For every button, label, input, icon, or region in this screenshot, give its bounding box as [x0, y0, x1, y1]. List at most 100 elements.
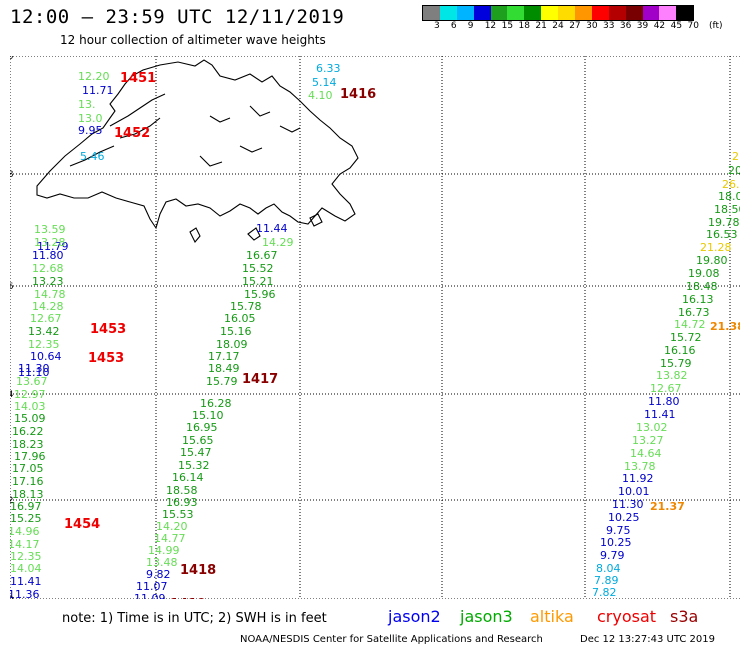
wave-height-value: 10.01 — [618, 485, 650, 498]
legend-tick-label: 12 — [484, 21, 497, 31]
latitude-tick-label: 46 — [10, 282, 14, 292]
wave-height-value: 7.82 — [592, 586, 617, 599]
legend-tick-label: 18 — [518, 21, 530, 31]
wave-height-value: 15.09 — [14, 412, 46, 425]
wave-height-value: 14.20 — [156, 520, 188, 533]
wave-height-value: 12.20 — [78, 70, 110, 83]
wave-height-value: 15.79 — [206, 375, 238, 388]
wave-height-value: 14.78 — [34, 288, 66, 301]
pass-number-label: 1453 — [90, 322, 126, 337]
legend-swatch — [473, 6, 491, 20]
legend-tick-label: 15 — [501, 21, 514, 31]
wave-height-value: 15.65 — [182, 434, 214, 447]
pass-number-label: 1451 — [120, 71, 156, 86]
wave-height-value: 16.97 — [10, 500, 42, 513]
legend-swatch — [642, 6, 660, 20]
pass-labels: 1451 1452 1416 1453 1453 1417 1454 1418 1419 — [64, 71, 376, 599]
wave-height-value: 18.0 — [718, 190, 740, 203]
wave-height-value: 13.28 — [34, 236, 66, 249]
wave-height-value: 9.75 — [606, 524, 631, 537]
wave-height-value: 18.58 — [166, 484, 198, 497]
legend-tick-label: 70 — [687, 21, 699, 31]
legend-tick-label: 33 — [603, 21, 615, 31]
legend-tick-label: 9 — [467, 21, 474, 31]
wave-height-value: 15.16 — [220, 325, 252, 338]
wave-height-value: 14.64 — [630, 447, 662, 460]
wave-height-value: 13. — [78, 98, 96, 111]
satellite-altika: altika — [530, 607, 574, 626]
legend-swatch — [524, 6, 542, 20]
legend-tick-label: 21 — [535, 21, 547, 31]
wave-height-value: 8.04 — [596, 562, 621, 575]
wave-height-value: 15.72 — [670, 331, 702, 344]
wave-height-value: 10.25 — [608, 511, 640, 524]
legend-tick-label: 36 — [619, 21, 632, 31]
wave-height-value: 7.89 — [594, 574, 619, 587]
satellite-s3a: s3a — [670, 607, 699, 626]
wave-height-value: 14.03 — [14, 400, 46, 413]
wave-height-value: 21.37 — [650, 500, 685, 513]
legend-swatch — [575, 6, 592, 20]
wave-height-value: 18.48 — [686, 280, 718, 293]
wave-height-value: 5.46 — [80, 150, 105, 163]
legend-swatch — [423, 6, 440, 20]
wave-height-value: 11.36 — [10, 588, 40, 599]
latitude-tick-label: 40 — [10, 595, 14, 599]
wave-height-value: 16.05 — [224, 312, 256, 325]
wave-height-value: 26. — [722, 178, 740, 191]
map-subtitle: 12 hour collection of altimeter wave hei… — [60, 33, 326, 47]
wave-height-value: 14.96 — [10, 525, 40, 538]
wave-height-value: 11.92 — [622, 472, 654, 485]
footer-note: note: 1) Time is in UTC; 2) SWH is in fe… — [62, 611, 327, 626]
pass-number-label: 1454 — [64, 517, 100, 532]
wave-height-value: 16.73 — [678, 306, 710, 319]
legend-tick-label: 42 — [653, 21, 666, 31]
legend-swatch — [591, 6, 609, 20]
wave-height-value: 14.29 — [262, 236, 294, 249]
latitude-tick-label: 44 — [10, 390, 14, 400]
wave-height-value: 12.35 — [10, 550, 42, 563]
pass-number-label: 1453 — [88, 351, 124, 366]
wave-height-value: 16.67 — [246, 249, 278, 262]
wave-height-value: 19.80 — [696, 254, 728, 267]
pass-number-label: 1417 — [242, 372, 278, 387]
wave-height-value: 15.21 — [242, 275, 274, 288]
wave-height-value: 17.17 — [208, 350, 240, 363]
wave-height-value: 17.96 — [14, 450, 46, 463]
wave-height-value: 16.28 — [200, 397, 232, 410]
map-title: 12:00 – 23:59 UTC 12/11/2019 — [10, 6, 345, 28]
wave-height-value: 15.53 — [162, 508, 194, 521]
wave-height-value: 13.59 — [34, 223, 66, 236]
legend-swatch — [456, 6, 474, 20]
wave-height-value: 11.30 — [18, 362, 50, 375]
wave-height-value: 19.08 — [688, 267, 720, 280]
wave-height-value: 13.78 — [624, 460, 656, 473]
wave-height-value: 15.78 — [230, 300, 262, 313]
satellite-jason3: jason3 — [460, 607, 513, 626]
wave-height-value: 14.04 — [10, 562, 42, 575]
legend-swatch — [625, 6, 643, 20]
wave-height-value: 13.23 — [32, 275, 64, 288]
legend-swatch — [507, 6, 525, 20]
legend-tick-label: 45 — [670, 21, 683, 31]
wave-height-value: 13.42 — [28, 325, 60, 338]
wave-height-value: 11.80 — [648, 395, 680, 408]
wave-height-value: 12.67 — [30, 312, 62, 325]
pass-number-label: 1419 — [170, 597, 206, 599]
wave-height-value: 16.93 — [166, 496, 198, 509]
wave-height-value: 11.79 — [37, 240, 69, 253]
credit-line: NOAA/NESDIS Center for Satellite Applica… — [240, 634, 543, 645]
wave-height-value: 13.82 — [656, 369, 688, 382]
wave-height-value: 14.17 — [10, 538, 40, 551]
axis-tick-labels: 504846444240-60-57-54-51-48-45 — [10, 56, 14, 599]
legend-tick-label: 30 — [586, 21, 598, 31]
wave-height-value: 13.0 — [78, 112, 103, 125]
wave-height-value: 18.13 — [12, 488, 44, 501]
pass-number-label: 1418 — [180, 563, 216, 578]
legend-swatch — [541, 6, 559, 20]
wave-height-value: 15.10 — [192, 409, 224, 422]
latitude-tick-label: 50 — [10, 56, 14, 62]
wave-height-value: 17.05 — [12, 462, 44, 475]
legend-tick-label: 3 — [434, 21, 440, 31]
